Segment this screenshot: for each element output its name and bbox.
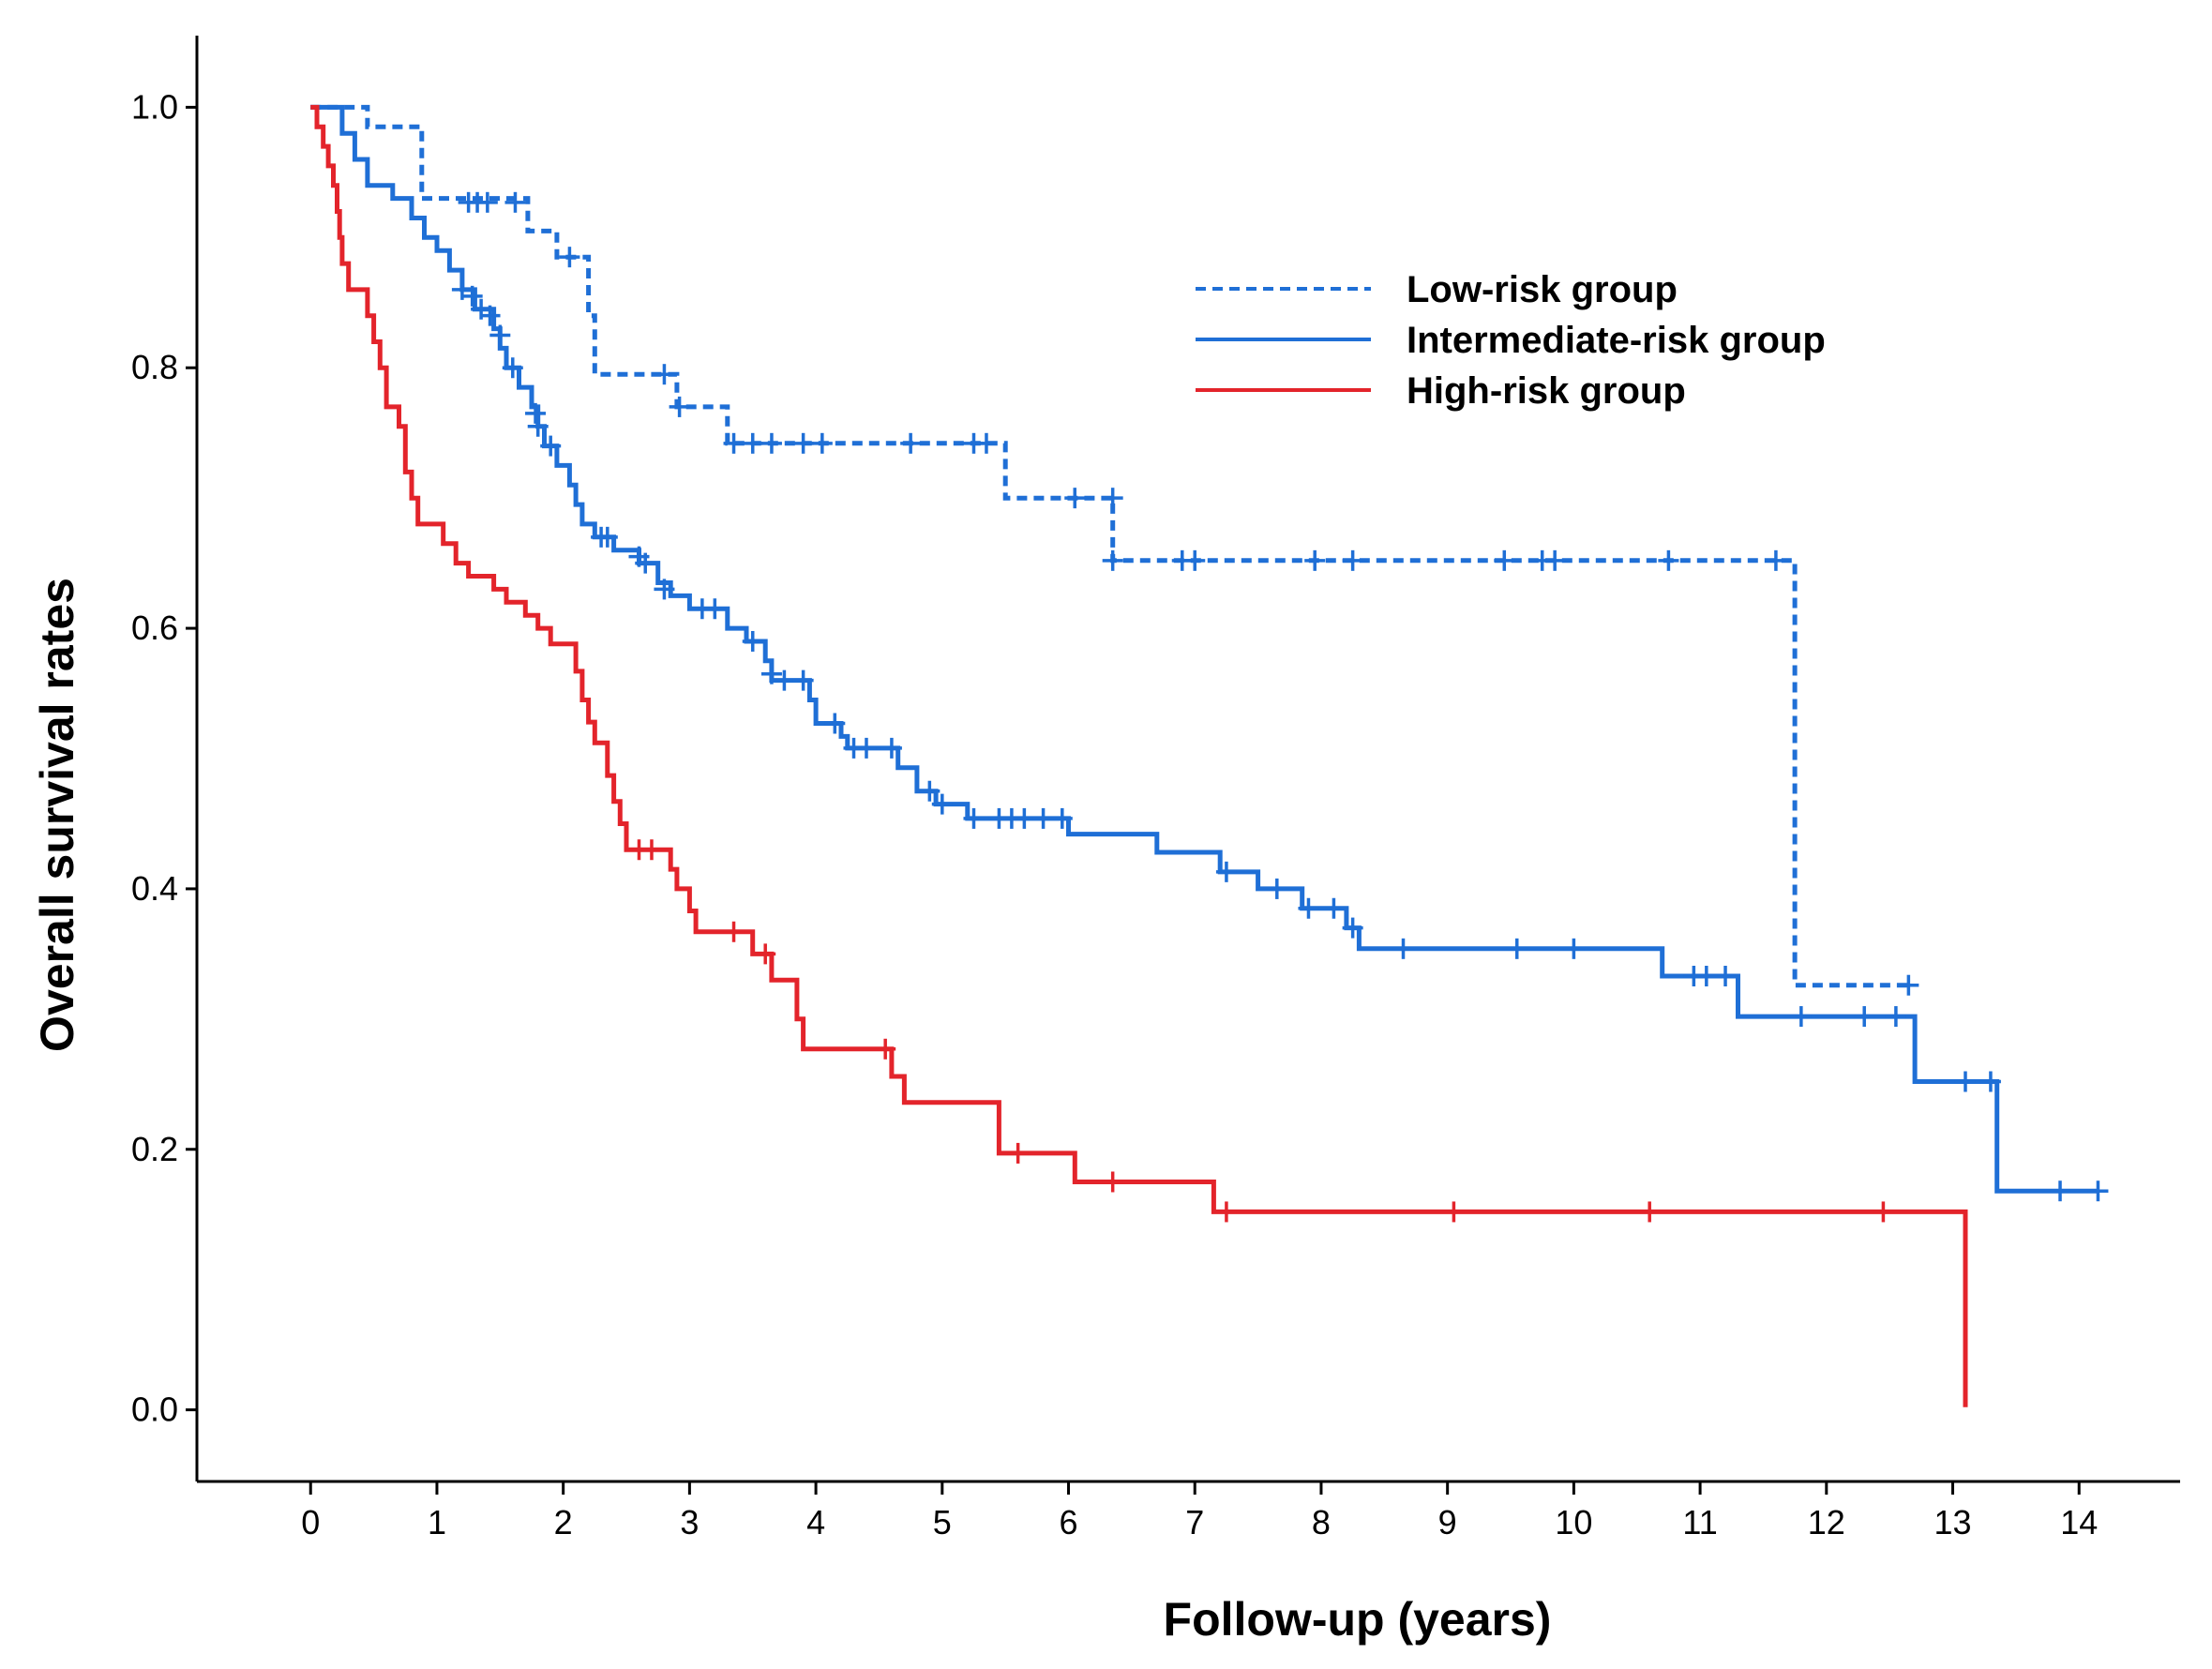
- series: [310, 104, 2109, 1407]
- y-tick-label: 0.4: [131, 869, 178, 908]
- y-axis-ticks: 0.0 0.2 0.4 0.6 0.8 1.0: [131, 87, 197, 1429]
- x-tick-label: 1: [428, 1503, 446, 1541]
- x-tick-label: 11: [1682, 1503, 1717, 1541]
- y-tick-label: 0.0: [131, 1391, 178, 1429]
- x-tick-label: 6: [1060, 1503, 1078, 1541]
- x-tick-label: 10: [1555, 1503, 1592, 1541]
- y-axis-title: Overall survival rates: [31, 578, 83, 1052]
- legend-label-intermediate-risk: Intermediate-risk group: [1407, 320, 1826, 361]
- x-axis-ticks: 0 1 2 3 4 5 6 7 8 9 10 11 12 13 14: [301, 1481, 2098, 1541]
- x-axis-title: Follow-up (years): [1164, 1593, 1552, 1646]
- series-low-risk-group: [310, 104, 1919, 996]
- legend: Low-risk group Intermediate-risk group H…: [1196, 269, 1826, 412]
- x-tick-label: 12: [1808, 1503, 1845, 1541]
- x-tick-label: 14: [2060, 1503, 2098, 1541]
- y-tick-label: 0.2: [131, 1130, 178, 1168]
- series-intermediate-risk-group: [310, 104, 2109, 1202]
- x-tick-label: 0: [301, 1503, 320, 1541]
- legend-label-high-risk: High-risk group: [1407, 370, 1686, 412]
- x-tick-label: 4: [806, 1503, 825, 1541]
- series-line-high-risk-group: [310, 104, 1968, 1407]
- y-tick-label: 0.6: [131, 609, 178, 647]
- y-tick-label: 1.0: [131, 87, 178, 126]
- series-line-intermediate-risk-group: [310, 104, 2099, 1194]
- x-tick-label: 13: [1934, 1503, 1971, 1541]
- y-tick-label: 0.8: [131, 348, 178, 386]
- series-high-risk-group: [310, 104, 1968, 1407]
- legend-label-low-risk: Low-risk group: [1407, 269, 1678, 310]
- x-tick-label: 2: [554, 1503, 573, 1541]
- series-line-low-risk-group: [310, 104, 1909, 988]
- axes: [195, 36, 2180, 1483]
- x-tick-label: 5: [933, 1503, 952, 1541]
- x-tick-label: 9: [1438, 1503, 1457, 1541]
- x-tick-label: 3: [680, 1503, 699, 1541]
- x-tick-label: 8: [1312, 1503, 1331, 1541]
- x-tick-label: 7: [1185, 1503, 1204, 1541]
